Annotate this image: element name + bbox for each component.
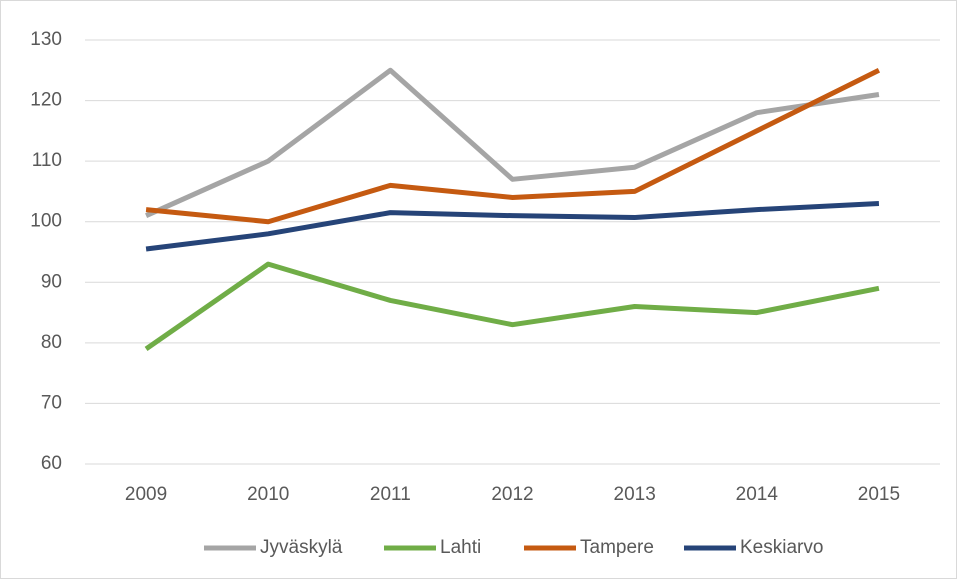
legend-label: Jyväskylä	[260, 537, 343, 558]
x-tick-label: 2015	[858, 484, 900, 505]
x-tick-label: 2009	[125, 484, 167, 505]
y-tick-label: 100	[30, 211, 62, 232]
legend-label: Lahti	[440, 537, 481, 558]
y-tick-label: 110	[32, 150, 62, 171]
y-tick-label: 130	[30, 29, 62, 50]
x-tick-label: 2011	[370, 484, 411, 505]
x-tick-label: 2010	[247, 484, 289, 505]
y-tick-label: 80	[41, 332, 62, 353]
series-line	[145, 201, 880, 252]
x-tick-label: 2014	[736, 484, 779, 505]
series-line	[145, 67, 880, 218]
y-tick-label: 90	[41, 271, 62, 292]
legend-label: Keskiarvo	[740, 537, 823, 558]
x-tick-label: 2013	[614, 484, 656, 505]
legend-label: Tampere	[580, 537, 654, 558]
y-tick-label: 60	[41, 453, 62, 474]
y-tick-label: 70	[41, 392, 62, 413]
y-tick-label: 120	[30, 90, 62, 111]
x-tick-label: 2012	[491, 484, 533, 505]
series-line	[145, 68, 881, 225]
series-line	[144, 261, 880, 351]
